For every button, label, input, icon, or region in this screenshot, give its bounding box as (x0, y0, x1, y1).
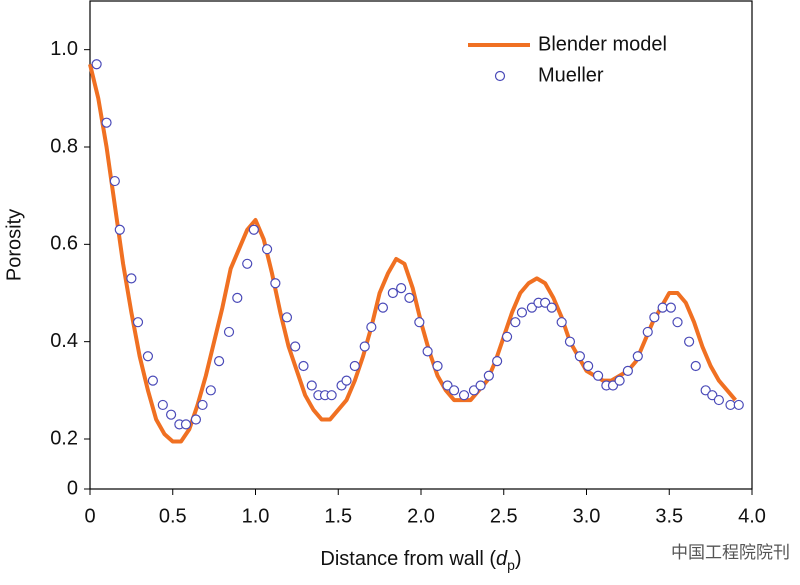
x-label-var: d (496, 548, 508, 570)
data-point (574, 351, 585, 362)
data-point (387, 287, 398, 299)
data-point (432, 360, 443, 372)
x-tick-label: 3.0 (573, 505, 601, 527)
legend-label: Mueller (538, 64, 604, 86)
y-tick-label: 0.2 (50, 427, 78, 449)
data-point (377, 302, 389, 313)
data-point (642, 326, 653, 338)
data-point (242, 258, 253, 269)
data-point (516, 307, 528, 318)
data-point (359, 341, 370, 352)
data-point (725, 399, 736, 411)
data-point (223, 326, 235, 338)
data-point (232, 292, 243, 303)
data-point (290, 341, 301, 352)
data-point (281, 312, 293, 323)
data-point (147, 375, 158, 386)
legend-marker (494, 70, 506, 82)
data-point (632, 351, 643, 362)
data-point (684, 336, 695, 347)
data-point (546, 302, 557, 313)
data-point (592, 370, 604, 381)
x-tick-label: 4.0 (738, 505, 766, 527)
data-point (91, 59, 102, 70)
data-point (180, 419, 192, 430)
data-point (142, 351, 154, 362)
data-point (101, 117, 112, 128)
data-point (556, 317, 567, 328)
data-point (564, 336, 576, 347)
x-tick-label: 1.5 (324, 505, 352, 527)
data-point (157, 399, 168, 411)
data-point (205, 385, 216, 396)
data-point (449, 385, 460, 396)
x-label-end: ) (515, 548, 522, 570)
data-point (483, 370, 494, 381)
x-tick-label: 3.5 (655, 505, 683, 527)
data-point (298, 360, 309, 372)
data-point (492, 356, 503, 367)
data-point (614, 375, 625, 386)
plot-frame (89, 0, 753, 490)
data-point (341, 375, 352, 386)
y-tick-label: 0 (67, 477, 78, 499)
y-axis-label: Porosity (3, 209, 25, 281)
data-point (165, 409, 177, 420)
y-tick-label: 1.0 (50, 38, 78, 60)
data-point (583, 360, 594, 372)
data-point (132, 317, 144, 328)
x-tick-label: 1.0 (242, 505, 270, 527)
data-point (733, 399, 744, 411)
data-point (414, 317, 425, 328)
data-point (404, 292, 415, 303)
data-point (306, 380, 317, 391)
legend-label: Blender model (538, 33, 667, 55)
data-point (422, 346, 433, 357)
data-point (501, 331, 513, 342)
data-point (114, 224, 125, 235)
x-tick-label: 0 (84, 505, 95, 527)
data-point (396, 283, 407, 294)
data-point (672, 317, 683, 328)
x-axis-label: Distance from wall (dp) (320, 548, 521, 572)
data-point (622, 365, 633, 376)
data-point (326, 390, 337, 401)
data-point (458, 390, 470, 401)
data-point (665, 302, 677, 313)
data-point (649, 312, 660, 323)
data-point (475, 380, 486, 391)
data-point (213, 356, 225, 367)
x-label-text: Distance from wall ( (320, 548, 496, 570)
data-point (349, 360, 360, 372)
data-point (510, 317, 521, 328)
data-point (248, 224, 259, 235)
x-tick-label: 2.5 (490, 505, 518, 527)
data-point (109, 175, 120, 187)
x-tick-label: 0.5 (159, 505, 187, 527)
x-label-sub: p (507, 557, 515, 573)
y-tick-label: 0.6 (50, 233, 78, 255)
x-tick-label: 2.0 (407, 505, 435, 527)
data-point (197, 399, 208, 411)
watermark: 中国工程院院刊 (671, 543, 790, 563)
data-point (713, 394, 725, 406)
data-point (190, 414, 202, 425)
y-tick-label: 0.8 (50, 135, 78, 157)
data-point (270, 278, 281, 289)
data-point (366, 321, 377, 333)
data-point (657, 302, 668, 313)
y-tick-label: 0.4 (50, 330, 78, 352)
data-point (690, 360, 701, 372)
data-point (126, 273, 137, 284)
model-line (88, 63, 737, 444)
data-point (261, 244, 273, 255)
